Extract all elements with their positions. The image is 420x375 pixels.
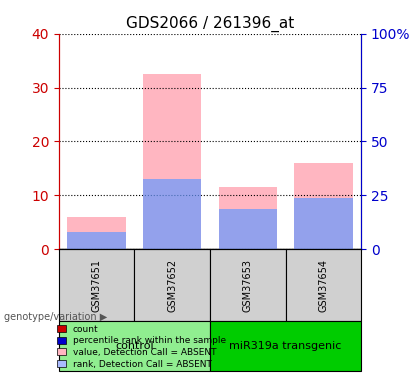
FancyBboxPatch shape [134, 249, 210, 321]
Title: GDS2066 / 261396_at: GDS2066 / 261396_at [126, 16, 294, 32]
Bar [294, 163, 352, 249]
Legend: count, percentile rank within the sample, value, Detection Call = ABSENT, rank, : count, percentile rank within the sample… [55, 323, 228, 370]
Text: genotype/variation ▶: genotype/variation ▶ [4, 312, 108, 322]
Bar [219, 209, 277, 249]
FancyBboxPatch shape [210, 249, 286, 321]
FancyBboxPatch shape [286, 249, 361, 321]
Text: miR319a transgenic: miR319a transgenic [229, 341, 342, 351]
FancyBboxPatch shape [210, 321, 361, 371]
Text: GSM37653: GSM37653 [243, 259, 253, 312]
Bar [294, 198, 352, 249]
Bar [143, 74, 201, 249]
Bar [219, 187, 277, 249]
Text: GSM37651: GSM37651 [92, 259, 102, 312]
FancyBboxPatch shape [59, 321, 210, 371]
Bar [143, 179, 201, 249]
Bar [68, 217, 126, 249]
Text: GSM37654: GSM37654 [318, 259, 328, 312]
Text: GSM37652: GSM37652 [167, 258, 177, 312]
Bar [68, 232, 126, 249]
Text: control: control [115, 341, 154, 351]
FancyBboxPatch shape [59, 249, 134, 321]
